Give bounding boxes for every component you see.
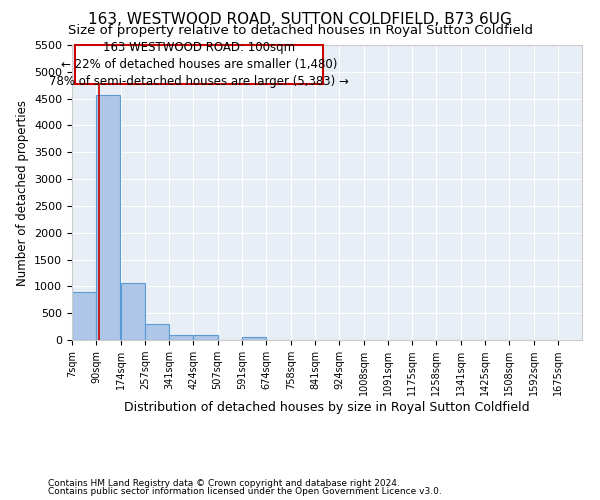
Bar	[75, 45, 323, 84]
Y-axis label: Number of detached properties: Number of detached properties	[16, 100, 29, 286]
Bar	[169, 335, 193, 340]
Text: Contains HM Land Registry data © Crown copyright and database right 2024.: Contains HM Land Registry data © Crown c…	[48, 478, 400, 488]
Bar	[121, 284, 145, 340]
Bar	[96, 96, 121, 340]
Bar	[145, 324, 169, 340]
Text: 163 WESTWOOD ROAD: 100sqm
← 22% of detached houses are smaller (1,480)
78% of se: 163 WESTWOOD ROAD: 100sqm ← 22% of detac…	[49, 41, 349, 88]
X-axis label: Distribution of detached houses by size in Royal Sutton Coldfield: Distribution of detached houses by size …	[124, 401, 530, 414]
Bar	[242, 337, 266, 340]
Text: Contains public sector information licensed under the Open Government Licence v3: Contains public sector information licen…	[48, 487, 442, 496]
Text: 163, WESTWOOD ROAD, SUTTON COLDFIELD, B73 6UG: 163, WESTWOOD ROAD, SUTTON COLDFIELD, B7…	[88, 12, 512, 28]
Bar	[193, 335, 218, 340]
Bar	[72, 292, 96, 340]
Text: Size of property relative to detached houses in Royal Sutton Coldfield: Size of property relative to detached ho…	[67, 24, 533, 37]
